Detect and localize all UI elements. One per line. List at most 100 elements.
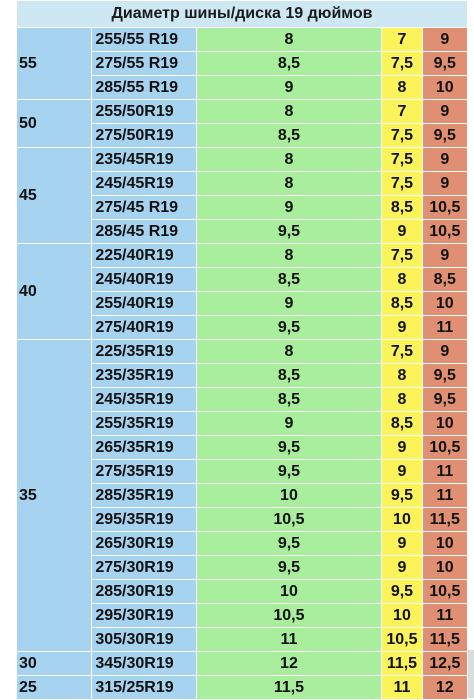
optimal-width-cell: 9,5 [195,459,383,484]
size-cell: 275/55 R19 [91,51,197,76]
max-width-cell: 11 [421,603,469,628]
optimal-width-cell: 10,5 [195,507,383,532]
max-width-cell: 11 [421,459,469,484]
optimal-width-cell: 8 [195,171,383,196]
table-row: 30 345/30R19 12 11,5 12,5 [15,651,469,676]
table-row: 275/35R19 9,5 9 11 [17,459,469,484]
min-width-cell: 9,5 [381,579,423,604]
optimal-width-cell: 9,5 [195,315,383,340]
min-width-cell: 11 [381,675,423,700]
size-cell: 275/50R19 [91,123,197,148]
min-width-cell: 10,5 [381,627,423,652]
max-width-cell: 11 [421,483,469,508]
size-cell: 285/30R19 [91,579,197,604]
table-row: 255/35R19 9 8,5 10 [17,411,469,436]
optimal-width-cell: 9,5 [195,555,383,580]
left-margin [0,0,16,698]
max-width-cell: 9 [421,99,469,124]
size-cell: 275/45 R19 [91,195,197,220]
min-width-cell: 7,5 [381,243,423,268]
max-width-cell: 10 [421,291,469,316]
optimal-width-cell: 11,5 [195,675,383,700]
max-width-cell: 9,5 [421,123,469,148]
size-cell: 255/35R19 [91,411,197,436]
table-row: 285/45 R19 9,5 9 10,5 [17,219,469,244]
size-cell: 235/45R19 [91,147,197,172]
size-cell: 225/40R19 [91,243,197,268]
scroll-edge [468,650,474,698]
profile-cell: 45 [15,147,93,244]
min-width-cell: 10 [381,507,423,532]
optimal-width-cell: 8 [195,99,383,124]
max-width-cell: 8,5 [421,267,469,292]
optimal-width-cell: 11 [195,627,383,652]
max-width-cell: 10,5 [421,579,469,604]
max-width-cell: 12,5 [421,651,469,676]
table-row: 275/40R19 9,5 9 11 [17,315,469,340]
optimal-width-cell: 8 [195,147,383,172]
size-cell: 255/55 R19 [91,27,197,52]
optimal-width-cell: 9,5 [195,531,383,556]
max-width-cell: 10,5 [421,195,469,220]
size-cell: 265/35R19 [91,435,197,460]
optimal-width-cell: 10,5 [195,603,383,628]
table-row: 245/35R19 8,5 8 9,5 [17,387,469,412]
table-title: Диаметр шины/диска 19 дюймов [16,0,468,28]
max-width-cell: 9 [421,171,469,196]
table-row: 40 225/40R19 8 7,5 9 [15,243,469,340]
max-width-cell: 9 [421,27,469,52]
table-row: 285/30R19 10 9,5 10,5 [17,579,469,604]
max-width-cell: 10 [421,75,469,100]
max-width-cell: 12 [421,675,469,700]
size-cell: 285/35R19 [91,483,197,508]
size-cell: 295/35R19 [91,507,197,532]
table-row: 295/35R19 10,5 10 11,5 [17,507,469,532]
max-width-cell: 11,5 [421,507,469,532]
size-cell: 235/35R19 [91,363,197,388]
min-width-cell: 9 [381,435,423,460]
size-cell: 295/30R19 [91,603,197,628]
max-width-cell: 10 [421,411,469,436]
max-width-cell: 9 [421,243,469,268]
size-cell: 275/35R19 [91,459,197,484]
min-width-cell: 8 [381,75,423,100]
table-row: 265/35R19 9,5 9 10,5 [17,435,469,460]
table-row: 245/40R19 8,5 8 8,5 [17,267,469,292]
min-width-cell: 8,5 [381,411,423,436]
profile-cell: 30 [15,651,93,676]
size-cell: 245/40R19 [91,267,197,292]
table-row: 275/45 R19 9 8,5 10,5 [17,195,469,220]
max-width-cell: 9 [421,339,469,364]
min-width-cell: 9 [381,459,423,484]
min-width-cell: 7,5 [381,171,423,196]
min-width-cell: 11,5 [381,651,423,676]
table-row: 45 235/45R19 8 7,5 9 [15,147,469,244]
table-row: 275/50R19 8,5 7,5 9,5 [17,123,469,148]
max-width-cell: 10 [421,555,469,580]
profile-cell: 50 [15,99,93,148]
optimal-width-cell: 8 [195,339,383,364]
size-cell: 245/45R19 [91,171,197,196]
size-cell: 225/35R19 [91,339,197,364]
optimal-width-cell: 9 [195,291,383,316]
profile-cell: 40 [15,243,93,340]
max-width-cell: 10,5 [421,435,469,460]
min-width-cell: 9 [381,555,423,580]
table-row: 50 255/50R19 8 7 9 [15,99,469,148]
optimal-width-cell: 9 [195,195,383,220]
max-width-cell: 10 [421,531,469,556]
profile-cell: 55 [15,27,93,100]
optimal-width-cell: 8 [195,243,383,268]
size-cell: 275/40R19 [91,315,197,340]
profile-cell: 35 [15,339,93,652]
table-row: 265/30R19 9,5 9 10 [17,531,469,556]
min-width-cell: 7,5 [381,339,423,364]
table-row: 25 315/25R19 11,5 11 12 [15,675,469,700]
optimal-width-cell: 9,5 [195,219,383,244]
max-width-cell: 9 [421,147,469,172]
max-width-cell: 9,5 [421,387,469,412]
rim-width-table: Диаметр шины/диска 19 дюймов 55 255/55 R1… [15,0,469,700]
min-width-cell: 8 [381,363,423,388]
size-cell: 255/40R19 [91,291,197,316]
size-cell: 285/55 R19 [91,75,197,100]
